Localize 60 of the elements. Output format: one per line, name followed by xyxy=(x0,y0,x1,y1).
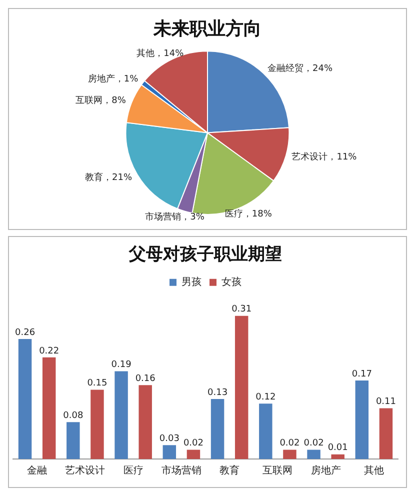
data-label: 0.02 xyxy=(280,438,300,449)
bar xyxy=(379,408,393,459)
bar xyxy=(138,385,152,459)
data-label: 0.08 xyxy=(63,410,84,421)
data-label: 0.01 xyxy=(328,443,348,454)
chart-title: 父母对孩子职业期望 xyxy=(128,244,282,265)
legend-label: 女孩 xyxy=(222,276,242,288)
data-label: 0.26 xyxy=(15,328,36,338)
x-tick-label: 医疗 xyxy=(123,464,144,477)
data-label: 0.17 xyxy=(352,369,372,380)
x-tick-label: 教育 xyxy=(220,464,240,477)
bar xyxy=(259,404,272,459)
slice-label: 艺术设计 xyxy=(292,152,328,163)
data-label: 0.12 xyxy=(256,392,276,402)
x-tick-label: 金融 xyxy=(27,464,48,477)
data-label: ，14% xyxy=(154,48,184,59)
bar xyxy=(66,422,80,459)
slice-label: 其他 xyxy=(136,48,155,59)
data-label: 0.31 xyxy=(232,304,252,315)
chart-title: 未来职业方向 xyxy=(152,18,262,40)
x-tick-label: 房地产 xyxy=(310,464,341,477)
data-label: ，21% xyxy=(103,172,132,183)
slice-label: 市场营销 xyxy=(145,211,182,222)
bar xyxy=(114,371,128,459)
bar xyxy=(42,357,56,459)
bar xyxy=(283,450,296,459)
data-label: 0.03 xyxy=(159,434,180,444)
bar xyxy=(234,316,248,459)
data-label: ，1% xyxy=(114,74,139,84)
data-label: ，18% xyxy=(242,210,272,220)
bar xyxy=(90,390,104,459)
x-tick-label: 其他 xyxy=(364,464,384,477)
slice-label: 金融经贸 xyxy=(268,63,304,74)
x-tick-label: 艺术设计 xyxy=(65,464,106,477)
bar xyxy=(331,454,344,459)
x-tick-label: 市场营销 xyxy=(161,464,202,477)
bar xyxy=(186,450,200,459)
bar xyxy=(210,398,224,459)
data-label: 0.15 xyxy=(87,378,108,389)
slice-label: 医疗 xyxy=(224,208,243,220)
data-label: 0.19 xyxy=(111,360,132,370)
bar xyxy=(18,338,32,459)
data-label: 0.22 xyxy=(39,346,60,356)
data-label: ，3% xyxy=(181,212,205,222)
data-label: 0.11 xyxy=(376,397,396,408)
slice-label: 房地产 xyxy=(88,73,115,84)
slice-label: 互联网 xyxy=(76,94,103,106)
data-label: 0.13 xyxy=(208,388,228,398)
x-tick-label: 互联网 xyxy=(262,464,293,477)
bar xyxy=(355,380,369,459)
slice-label: 教育 xyxy=(85,172,104,183)
bar xyxy=(162,445,176,459)
legend-label: 男孩 xyxy=(182,276,202,288)
data-label: ，8% xyxy=(102,96,126,106)
data-label: 0.02 xyxy=(183,438,204,449)
data-label: ，24% xyxy=(304,64,333,74)
data-label: 0.02 xyxy=(304,438,324,449)
data-label: 0.16 xyxy=(135,374,156,384)
bar xyxy=(307,450,320,459)
data-label: ，11% xyxy=(328,152,358,163)
